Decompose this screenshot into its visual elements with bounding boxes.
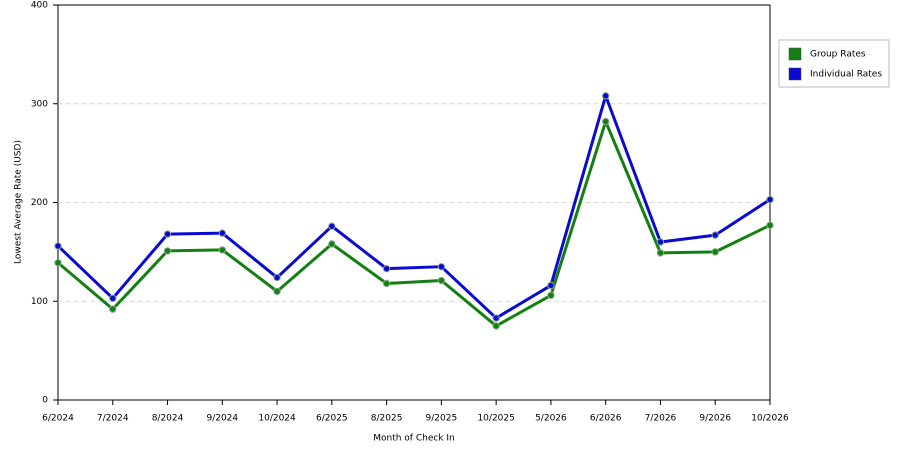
data-point (328, 240, 336, 248)
data-point (437, 262, 446, 271)
data-point (109, 294, 117, 302)
x-tick-label: 9/2026 (699, 414, 731, 424)
data-point (711, 248, 719, 256)
x-tick-label: 7/2024 (97, 414, 129, 424)
data-point (601, 117, 610, 126)
legend-swatch (788, 67, 802, 81)
y-tick-label: 400 (31, 1, 48, 11)
legend-label: Individual Rates (810, 70, 882, 80)
x-tick-label: 9/2025 (426, 414, 458, 424)
data-point (766, 195, 774, 204)
x-tick-label: 7/2026 (645, 414, 677, 424)
data-point (601, 92, 610, 100)
data-point (218, 246, 227, 254)
series-line (56, 94, 771, 320)
series-line (57, 120, 771, 328)
data-point (218, 229, 227, 237)
data-point (273, 273, 281, 282)
x-tick-label: 6/2026 (590, 414, 622, 424)
data-point (109, 305, 117, 313)
data-point (54, 242, 62, 250)
y-tick-label: 100 (31, 297, 48, 307)
data-point (492, 314, 500, 322)
data-point (328, 222, 336, 230)
data-point (547, 281, 555, 290)
x-tick-label: 10/2025 (477, 414, 514, 424)
data-point (711, 231, 719, 239)
data-point (437, 276, 446, 285)
data-point (492, 322, 500, 330)
data-point (163, 247, 172, 255)
x-tick-label: 10/2024 (258, 414, 296, 424)
y-tick-label: 0 (42, 396, 48, 406)
data-point (273, 287, 281, 296)
y-tick-label: 200 (31, 198, 48, 208)
data-point (54, 259, 62, 267)
legend-label: Group Rates (810, 50, 866, 60)
x-tick-label: 6/2024 (42, 414, 74, 424)
x-tick-label: 8/2024 (152, 414, 184, 424)
x-tick-label: 10/2026 (751, 414, 789, 424)
x-axis-label: Month of Check In (373, 434, 455, 444)
x-tick-label: 8/2025 (371, 414, 403, 424)
y-tick-label: 300 (31, 99, 48, 109)
legend-swatch (788, 47, 802, 61)
data-point (547, 291, 555, 300)
data-point (656, 238, 665, 246)
x-tick-label: 5/2026 (535, 414, 567, 424)
x-tick-label: 6/2025 (316, 414, 348, 424)
data-point (163, 230, 172, 238)
data-point (766, 221, 774, 229)
y-axis-label: Lowest Average Rate (USD) (14, 140, 24, 264)
data-point (382, 264, 391, 273)
data-point (656, 249, 665, 257)
x-tick-label: 9/2024 (206, 414, 238, 424)
data-point (382, 279, 391, 288)
